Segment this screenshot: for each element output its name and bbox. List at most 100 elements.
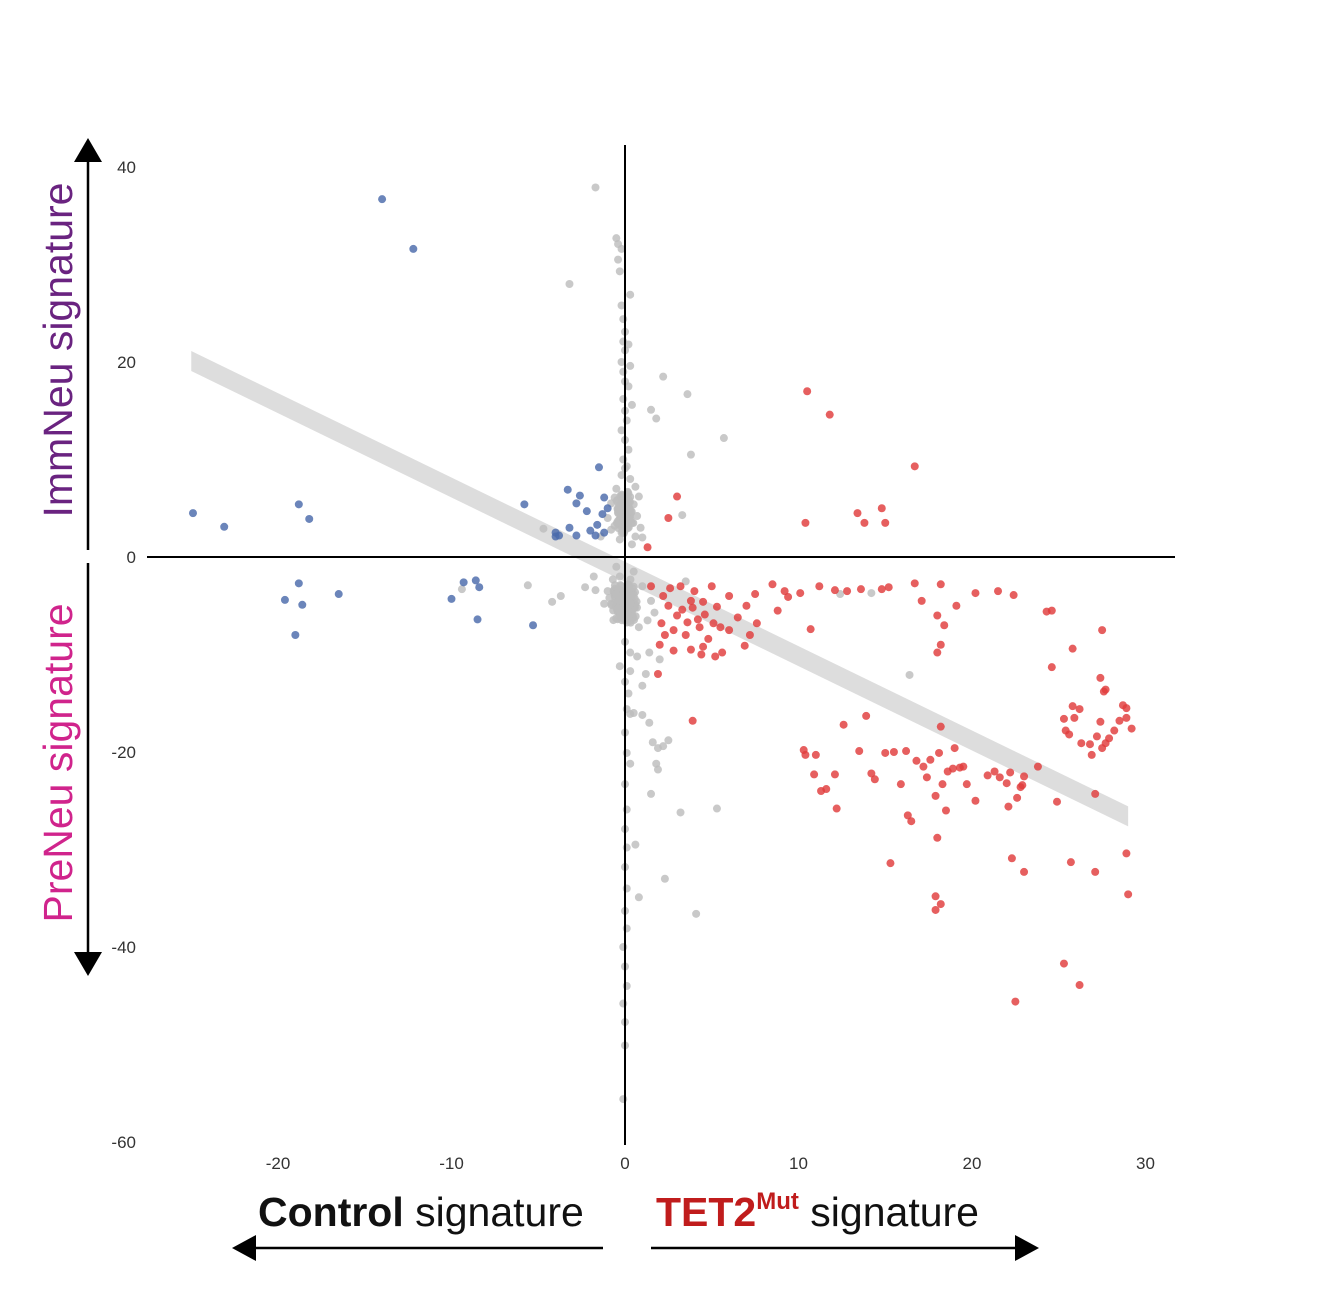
data-point (867, 769, 876, 778)
data-point (1092, 732, 1101, 741)
data-point (881, 748, 890, 757)
data-point (971, 589, 980, 598)
data-point (614, 509, 623, 518)
data-point (626, 599, 635, 608)
x-tick-labels: -20 -10 0 10 20 30 (266, 1154, 1155, 1173)
data-point (659, 742, 668, 751)
data-point (622, 924, 631, 933)
data-point (693, 615, 702, 624)
data-point (634, 623, 643, 632)
data-point (634, 492, 643, 501)
regression-band (191, 351, 1129, 827)
data-point (832, 804, 841, 813)
data-point (936, 900, 945, 909)
data-point (931, 791, 940, 800)
data-point (572, 531, 581, 540)
data-point (638, 710, 647, 719)
data-point (931, 905, 940, 914)
data-point (611, 590, 620, 599)
data-point (877, 504, 886, 513)
data-point (664, 601, 673, 610)
data-point (884, 583, 893, 592)
data-point (780, 587, 789, 596)
data-point (1122, 713, 1131, 722)
data-point (647, 596, 656, 605)
data-point (699, 597, 708, 606)
data-point (608, 575, 617, 584)
data-point (910, 462, 919, 471)
data-point (617, 426, 626, 435)
data-point (856, 585, 865, 594)
data-point (1007, 854, 1016, 863)
data-point (995, 773, 1004, 782)
data-point (905, 670, 914, 679)
data-point (936, 580, 945, 589)
data-point (617, 301, 626, 310)
data-point (619, 367, 628, 376)
data-point (686, 596, 695, 605)
data-point (659, 592, 668, 600)
data-point (617, 528, 626, 537)
data-point (1098, 626, 1107, 635)
data-point (624, 382, 633, 391)
data-point (768, 580, 777, 589)
data-points (188, 183, 1136, 1104)
immneu-signature-label: ImmNeu signature (35, 183, 81, 518)
data-point (615, 572, 624, 581)
data-point (603, 504, 612, 513)
data-point (1075, 981, 1084, 990)
data-point (919, 762, 928, 771)
data-point (619, 999, 628, 1008)
data-point (607, 525, 616, 534)
data-point (653, 765, 662, 774)
data-point (631, 840, 640, 849)
data-point (1101, 685, 1110, 694)
data-point (647, 582, 656, 591)
data-point (1009, 591, 1018, 600)
data-point (1004, 802, 1013, 811)
data-point (673, 611, 682, 620)
data-point (615, 267, 624, 276)
data-point (605, 593, 614, 602)
data-point (699, 642, 708, 651)
data-point (653, 670, 662, 678)
data-point (631, 532, 640, 541)
data-point (624, 340, 633, 349)
data-point (933, 648, 942, 657)
data-point (1124, 890, 1133, 899)
data-point (633, 512, 642, 521)
data-point (471, 576, 480, 585)
data-point (305, 514, 314, 523)
data-point (1020, 772, 1029, 781)
data-point (625, 581, 634, 590)
data-point (1002, 779, 1011, 788)
data-point (626, 667, 635, 676)
data-point (657, 619, 666, 628)
data-point (633, 652, 642, 661)
data-point (643, 543, 652, 552)
data-point (619, 943, 628, 951)
data-point (712, 602, 721, 611)
data-point (1115, 716, 1124, 725)
data-point (881, 518, 890, 527)
data-point (622, 982, 631, 990)
data-point (796, 589, 805, 598)
data-point (617, 244, 626, 253)
data-point (1122, 704, 1131, 713)
data-point (1122, 849, 1131, 858)
data-point (664, 736, 673, 745)
data-point (638, 582, 647, 591)
data-point (681, 577, 690, 586)
data-point (853, 509, 862, 518)
data-point (1077, 739, 1086, 748)
data-point (926, 755, 935, 764)
data-point (600, 528, 609, 537)
data-point (619, 395, 628, 404)
data-point (810, 770, 819, 779)
data-point (188, 509, 197, 518)
data-point (617, 471, 626, 480)
data-point (572, 499, 581, 508)
arrow-right-icon (1015, 1235, 1039, 1261)
data-point (581, 583, 590, 592)
data-point (912, 756, 921, 765)
